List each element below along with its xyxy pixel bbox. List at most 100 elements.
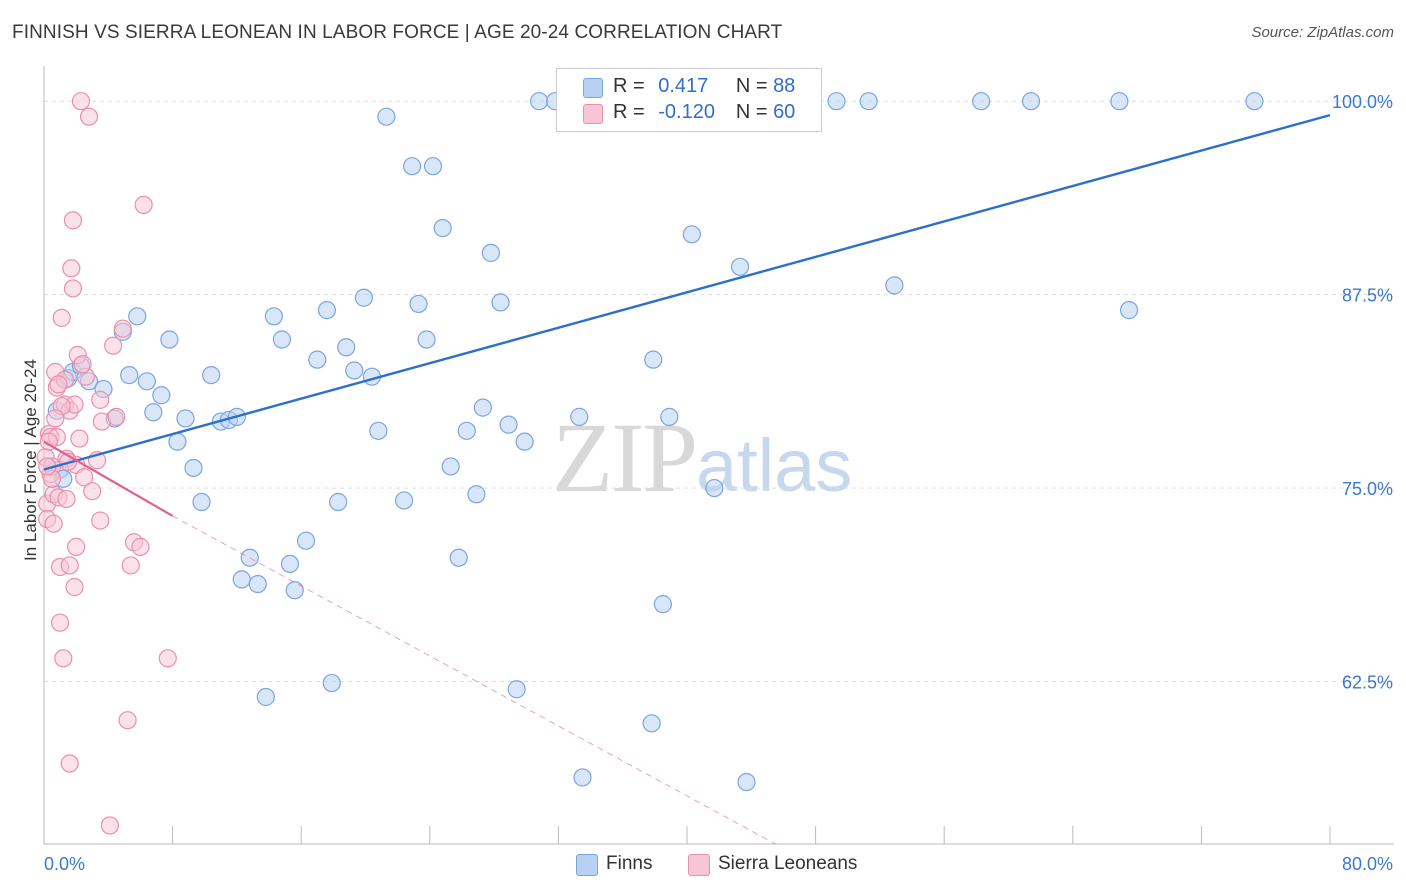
- y-tick-label: 75.0%: [1342, 479, 1393, 499]
- sierra-stats: R = -0.120 N = 60: [613, 101, 795, 124]
- sierra-point: [50, 613, 70, 632]
- finns-point: [409, 294, 428, 314]
- finns-point: [660, 407, 679, 426]
- finns-point: [491, 293, 510, 312]
- sierra-point: [49, 375, 68, 394]
- finns-point: [322, 673, 341, 693]
- y-tick-label: 100.0%: [1332, 92, 1393, 112]
- axis-labels: 100.0% 87.5% 75.0% 62.5% 0.0% 80.0% In Labor F…: [21, 92, 1393, 874]
- sierra-point: [158, 649, 177, 668]
- sierra-point: [83, 482, 102, 501]
- finns-point: [737, 773, 756, 792]
- sierra-point: [134, 195, 153, 214]
- sierra-point: [100, 816, 120, 835]
- sierra-point: [60, 754, 79, 773]
- finns-point: [467, 485, 486, 504]
- sierra-point: [73, 355, 92, 374]
- finns-point: [457, 421, 476, 440]
- sierra-r-label: R =: [613, 101, 645, 123]
- axes: [43, 66, 1394, 845]
- finns-point: [202, 366, 221, 385]
- y-tick-label: 87.5%: [1342, 286, 1393, 306]
- finns-point: [499, 415, 518, 434]
- chart-title: FINNISH VS SIERRA LEONEAN IN LABOR FORCE…: [12, 22, 783, 43]
- finns-stats: R = 0.417 N = 88: [613, 75, 795, 98]
- finns-n-label: N =: [735, 75, 768, 97]
- finns-point: [827, 92, 846, 111]
- finns-point: [644, 350, 663, 369]
- finns-point: [354, 288, 373, 307]
- sierra-trend-line: [43, 440, 174, 517]
- sierra-trend-extension: [172, 515, 776, 845]
- sierra-swatch: [583, 104, 603, 124]
- sierra-point: [79, 107, 99, 126]
- finns-point: [449, 548, 468, 567]
- x-tick-label-max: 80.0%: [1342, 854, 1393, 874]
- sierra-point: [91, 390, 110, 409]
- finns-point: [248, 574, 267, 594]
- sierra-point: [104, 336, 123, 355]
- source-label: Source: ZipAtlas.com: [1251, 24, 1394, 41]
- finns-point: [473, 398, 492, 417]
- finns-point: [481, 243, 500, 262]
- sierra-point: [54, 649, 73, 668]
- finns-point: [280, 554, 300, 574]
- sierra-point: [121, 556, 140, 575]
- sierra-point: [70, 429, 89, 448]
- finns-point: [144, 403, 163, 422]
- sierra-point: [71, 92, 91, 111]
- sierra-point: [63, 211, 83, 230]
- finns-point: [296, 531, 316, 550]
- sierra-point: [107, 407, 126, 426]
- finns-point: [1110, 92, 1129, 111]
- finns-point: [705, 478, 724, 498]
- finns-r-label: R =: [613, 75, 645, 97]
- finns-point: [530, 92, 549, 111]
- y-tick-label: 62.5%: [1342, 673, 1393, 693]
- finns-swatch: [583, 78, 603, 98]
- finns-point: [168, 432, 187, 451]
- gridlines: [44, 100, 1394, 683]
- finns-point: [176, 409, 195, 428]
- finns-r-value: 0.417: [658, 75, 709, 97]
- stats-legend: R = 0.417 N = 88 R = -0.120 N = 60: [556, 68, 822, 132]
- sierra-point: [63, 279, 83, 298]
- finns-point: [859, 92, 878, 111]
- finns-point: [329, 492, 348, 512]
- finns-point: [128, 307, 147, 326]
- finns-legend-label: Finns: [606, 853, 653, 874]
- finns-point: [573, 768, 592, 787]
- trend-lines: [43, 113, 1331, 845]
- finns-point: [308, 350, 327, 369]
- finns-point: [152, 386, 171, 405]
- finns-point: [240, 548, 259, 567]
- finns-point: [570, 407, 589, 426]
- sierra-point: [62, 259, 81, 278]
- finns-point: [403, 157, 422, 176]
- sierra-point: [113, 319, 132, 338]
- finns-point: [137, 372, 156, 391]
- watermark-atlas: atlas: [696, 424, 853, 507]
- finns-point: [264, 307, 283, 326]
- finns-point: [730, 257, 750, 276]
- sierra-point: [44, 514, 63, 533]
- finns-point: [653, 595, 672, 614]
- finns-point: [192, 492, 211, 512]
- finns-point: [515, 432, 534, 451]
- finns-point: [885, 276, 904, 295]
- finns-point: [345, 361, 364, 380]
- sierra-legend-label: Sierra Leoneans: [718, 853, 858, 874]
- finns-trend-line: [43, 113, 1331, 471]
- finns-point: [285, 581, 304, 600]
- sierra-point: [52, 308, 71, 327]
- sierra-r-value: -0.120: [658, 101, 715, 123]
- finns-point: [1119, 301, 1139, 320]
- sierra-point: [46, 409, 65, 428]
- finns-point: [417, 330, 436, 349]
- finns-points: [47, 92, 1264, 792]
- finns-point: [1245, 92, 1264, 111]
- finns-point: [423, 157, 443, 176]
- sierra-point: [60, 556, 79, 575]
- finns-point: [369, 421, 388, 440]
